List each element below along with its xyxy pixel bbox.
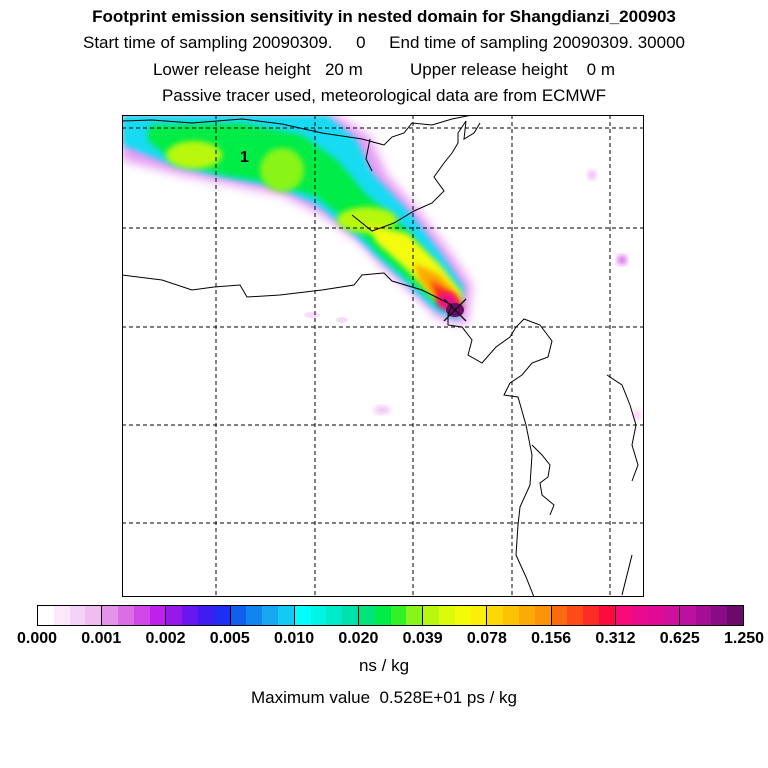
colorbar-swatch <box>182 606 198 625</box>
map-canvas: 1 <box>122 115 644 597</box>
colorbar-swatch <box>406 606 423 625</box>
footprint-map: 1 <box>122 115 644 597</box>
colorbar-swatch <box>133 606 150 625</box>
colorbar-bin-10 <box>679 606 744 625</box>
colorbar-tick-label: 0.002 <box>145 630 186 647</box>
colorbar-swatch <box>503 606 519 625</box>
colorbar-swatch <box>647 606 664 625</box>
colorbar-tick-label: 0.005 <box>209 630 250 647</box>
colorbar-tick-label: 0.010 <box>274 630 315 647</box>
colorbar-tick-label: 0.020 <box>338 630 379 647</box>
colorbar-swatch <box>551 606 568 625</box>
colorbar-swatch <box>85 606 102 625</box>
colorbar-bin-9 <box>615 606 680 625</box>
colorbar-swatch <box>102 606 118 625</box>
colorbar-swatch <box>117 606 134 625</box>
map-label: 1 <box>240 149 249 166</box>
colorbar-bin-1 <box>102 606 167 625</box>
colorbar-tick-label: 0.039 <box>402 630 443 647</box>
colorbar-swatch <box>518 606 535 625</box>
release-height-line: Lower release height 20 m Upper release … <box>152 60 616 79</box>
colorbar-swatch <box>342 606 358 625</box>
colorbar-tick-label: 1.250 <box>723 630 765 647</box>
colorbar-bin-0 <box>38 606 103 625</box>
colorbar-swatch <box>470 606 487 625</box>
colorbar <box>37 605 744 626</box>
colorbar-swatch <box>487 606 504 625</box>
colorbar-tick-label: 0.001 <box>81 630 122 647</box>
colorbar-swatch <box>583 606 599 625</box>
colorbar-swatch <box>727 606 744 625</box>
map-title: Footprint emission sensitivity in nested… <box>92 7 676 26</box>
colorbar-bin-2 <box>166 606 231 625</box>
colorbar-bin-6 <box>423 606 488 625</box>
colorbar-tick-label: 0.156 <box>531 630 572 647</box>
colorbar-swatch <box>262 606 278 625</box>
colorbar-swatch <box>69 606 86 625</box>
colorbar-swatch <box>631 606 648 625</box>
colorbar-swatch <box>38 606 54 625</box>
colorbar-swatch <box>310 606 327 625</box>
colorbar-swatch <box>567 606 584 625</box>
colorbar-swatch <box>711 606 728 625</box>
colorbar-swatch <box>294 606 311 625</box>
colorbar-tick-label: 0.625 <box>659 630 700 647</box>
colorbar-swatch <box>695 606 712 625</box>
colorbar-swatch <box>277 606 294 625</box>
colorbar-swatch <box>679 606 696 625</box>
colorbar-swatch <box>53 606 70 625</box>
colorbar-swatch <box>615 606 632 625</box>
colorbar-swatch <box>213 606 230 625</box>
colorbar-swatch <box>598 606 615 625</box>
colorbar-swatch <box>534 606 551 625</box>
colorbar-bin-3 <box>230 606 295 625</box>
colorbar-units: ns / kg <box>358 656 410 675</box>
lat-lon-grid <box>122 115 644 597</box>
colorbar-bin-7 <box>487 606 552 625</box>
sampling-time-line: Start time of sampling 20090309. 0 End t… <box>83 33 685 52</box>
colorbar-swatch <box>230 606 247 625</box>
colorbar-swatch <box>326 606 343 625</box>
colorbar-swatch <box>374 606 391 625</box>
colorbar-swatch <box>149 606 166 625</box>
colorbar-swatch <box>454 606 471 625</box>
colorbar-tick-label: 0.078 <box>466 630 507 647</box>
colorbar-tick-label: 0.312 <box>595 630 636 647</box>
map-frame <box>122 115 644 597</box>
colorbar-bin-8 <box>551 606 616 625</box>
colorbar-swatch <box>390 606 407 625</box>
colorbar-tick-label: 0.000 <box>16 630 58 647</box>
tracer-info-line: Passive tracer used, meteorological data… <box>161 86 607 105</box>
colorbar-swatch <box>663 606 679 625</box>
colorbar-bin-5 <box>358 606 424 625</box>
maximum-value: Maximum value 0.528E+01 ps / kg <box>251 688 517 707</box>
colorbar-swatch <box>246 606 263 625</box>
x-marker <box>443 298 467 322</box>
colorbar-swatch <box>166 606 183 625</box>
colorbar-swatch <box>423 606 439 625</box>
sensitivity-plume <box>122 115 641 421</box>
colorbar-swatch <box>358 606 375 625</box>
colorbar-swatch <box>197 606 214 625</box>
colorbar-bin-4 <box>294 606 359 625</box>
colorbar-swatch <box>438 606 455 625</box>
